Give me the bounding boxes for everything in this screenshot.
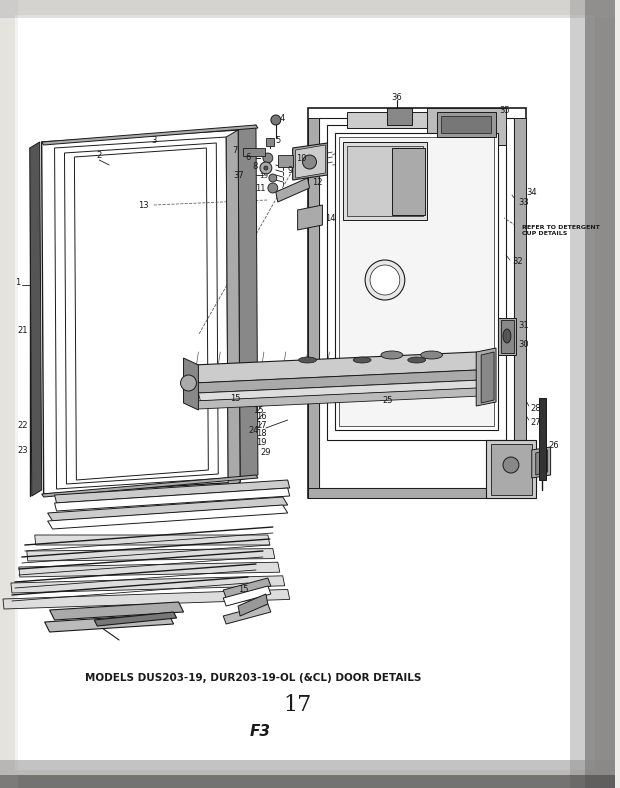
Polygon shape bbox=[293, 143, 327, 180]
Polygon shape bbox=[491, 444, 532, 495]
Polygon shape bbox=[501, 320, 514, 353]
Polygon shape bbox=[94, 612, 177, 626]
Text: 25: 25 bbox=[382, 396, 392, 404]
Polygon shape bbox=[226, 130, 240, 489]
Text: 3: 3 bbox=[151, 136, 156, 144]
Text: MODELS DUS203-19, DUR203-19-OL (&CL) DOOR DETAILS: MODELS DUS203-19, DUR203-19-OL (&CL) DOO… bbox=[85, 673, 421, 683]
Text: 12: 12 bbox=[312, 177, 323, 187]
Polygon shape bbox=[45, 614, 174, 632]
Polygon shape bbox=[308, 108, 526, 498]
Polygon shape bbox=[276, 178, 309, 202]
Text: 24: 24 bbox=[248, 426, 259, 434]
Polygon shape bbox=[387, 108, 412, 125]
Circle shape bbox=[365, 260, 405, 300]
Polygon shape bbox=[3, 589, 290, 609]
Ellipse shape bbox=[299, 357, 316, 363]
Text: 23: 23 bbox=[17, 445, 28, 455]
Circle shape bbox=[503, 457, 519, 473]
Polygon shape bbox=[570, 0, 615, 788]
Polygon shape bbox=[55, 488, 290, 511]
Text: 16: 16 bbox=[256, 411, 267, 421]
Polygon shape bbox=[0, 0, 615, 18]
Polygon shape bbox=[64, 143, 218, 484]
Circle shape bbox=[268, 183, 278, 193]
Bar bbox=[441, 116, 491, 133]
Polygon shape bbox=[238, 594, 268, 616]
Text: 4: 4 bbox=[280, 113, 285, 122]
Polygon shape bbox=[223, 604, 271, 624]
Polygon shape bbox=[427, 108, 506, 145]
Polygon shape bbox=[347, 146, 423, 216]
Polygon shape bbox=[42, 130, 240, 494]
Polygon shape bbox=[11, 576, 285, 593]
Text: 14: 14 bbox=[326, 214, 336, 222]
Text: 19: 19 bbox=[256, 437, 267, 447]
Text: REFER TO DETERGENT
CUP DETAILS: REFER TO DETERGENT CUP DETAILS bbox=[522, 225, 600, 236]
Text: 1: 1 bbox=[16, 277, 20, 287]
Polygon shape bbox=[585, 0, 615, 788]
Text: 26: 26 bbox=[549, 440, 559, 449]
Circle shape bbox=[180, 375, 197, 391]
Text: theplacementparts.com: theplacementparts.com bbox=[210, 378, 376, 392]
Text: 15: 15 bbox=[238, 585, 249, 594]
Polygon shape bbox=[238, 125, 258, 480]
Text: 8: 8 bbox=[252, 162, 258, 170]
Polygon shape bbox=[486, 440, 536, 498]
Polygon shape bbox=[536, 450, 547, 475]
Text: F3: F3 bbox=[249, 724, 270, 739]
Text: 17: 17 bbox=[283, 694, 312, 716]
Polygon shape bbox=[335, 133, 498, 430]
Polygon shape bbox=[193, 388, 481, 409]
Polygon shape bbox=[74, 148, 208, 480]
Circle shape bbox=[260, 162, 272, 174]
Text: 27: 27 bbox=[531, 418, 541, 426]
Ellipse shape bbox=[503, 329, 511, 343]
Polygon shape bbox=[42, 475, 258, 497]
Text: 19: 19 bbox=[259, 173, 268, 179]
Text: 33: 33 bbox=[518, 198, 529, 206]
Text: 22: 22 bbox=[17, 421, 28, 429]
Polygon shape bbox=[48, 497, 288, 521]
Text: 15: 15 bbox=[230, 393, 241, 403]
Text: 21: 21 bbox=[17, 325, 28, 334]
Text: 2: 2 bbox=[97, 151, 102, 159]
Polygon shape bbox=[193, 370, 481, 393]
Polygon shape bbox=[327, 125, 506, 440]
Text: 17: 17 bbox=[256, 421, 267, 429]
Circle shape bbox=[264, 166, 268, 170]
Text: 7: 7 bbox=[232, 146, 238, 154]
Polygon shape bbox=[184, 358, 198, 410]
Polygon shape bbox=[223, 586, 271, 606]
Polygon shape bbox=[343, 142, 427, 220]
Ellipse shape bbox=[408, 357, 425, 363]
Polygon shape bbox=[319, 118, 514, 488]
Polygon shape bbox=[35, 535, 270, 545]
Polygon shape bbox=[48, 505, 288, 529]
Text: 31: 31 bbox=[518, 321, 528, 329]
Text: 35: 35 bbox=[499, 106, 510, 114]
Text: 5: 5 bbox=[276, 136, 281, 144]
Polygon shape bbox=[514, 118, 526, 488]
Text: 9: 9 bbox=[288, 165, 293, 174]
Polygon shape bbox=[296, 145, 326, 178]
Polygon shape bbox=[55, 137, 228, 489]
Circle shape bbox=[303, 155, 316, 169]
Polygon shape bbox=[498, 318, 516, 355]
Polygon shape bbox=[30, 142, 42, 496]
Text: 37: 37 bbox=[233, 170, 244, 180]
Ellipse shape bbox=[381, 351, 403, 359]
Text: 10: 10 bbox=[296, 154, 306, 162]
Bar bbox=[278, 155, 293, 167]
Polygon shape bbox=[481, 352, 494, 403]
Polygon shape bbox=[19, 562, 280, 577]
Polygon shape bbox=[198, 380, 483, 401]
Polygon shape bbox=[0, 775, 615, 788]
Circle shape bbox=[271, 115, 281, 125]
Text: 15: 15 bbox=[253, 406, 264, 414]
Circle shape bbox=[269, 174, 277, 182]
Text: 29: 29 bbox=[260, 448, 270, 456]
Polygon shape bbox=[476, 348, 496, 406]
Polygon shape bbox=[27, 548, 275, 561]
Polygon shape bbox=[392, 148, 425, 215]
